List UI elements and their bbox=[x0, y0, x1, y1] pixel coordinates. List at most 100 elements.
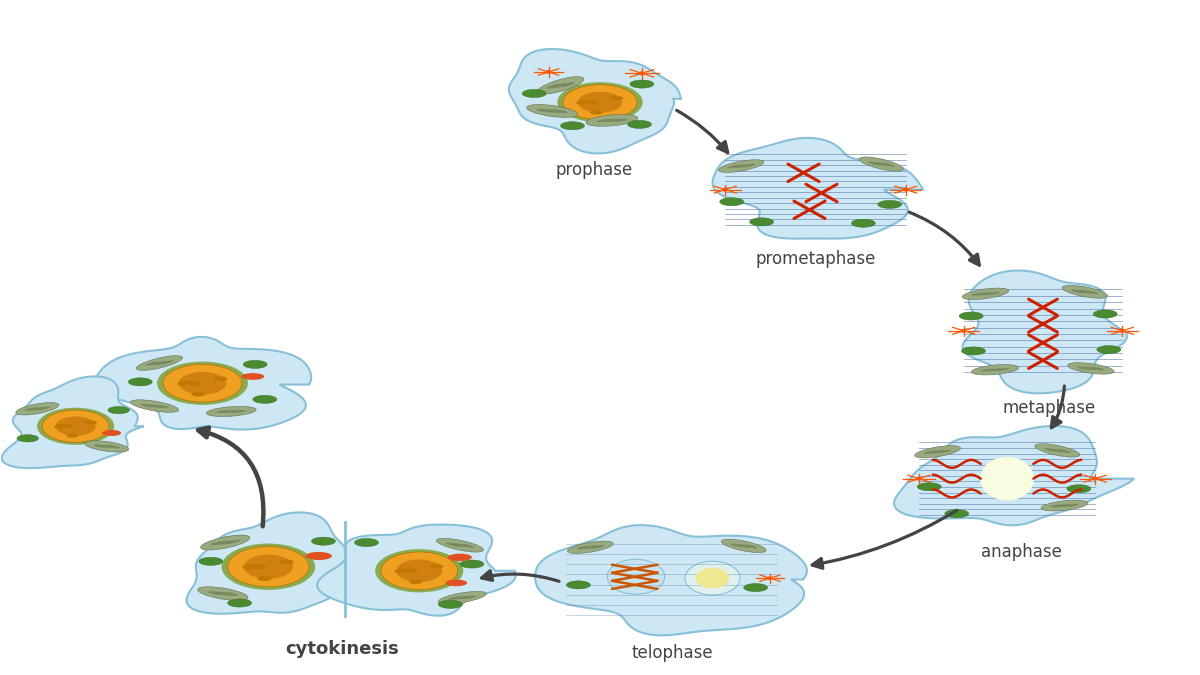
Ellipse shape bbox=[1050, 504, 1064, 508]
Ellipse shape bbox=[54, 424, 66, 429]
Polygon shape bbox=[894, 426, 1134, 525]
Ellipse shape bbox=[160, 360, 173, 365]
Ellipse shape bbox=[1091, 367, 1105, 371]
Circle shape bbox=[1120, 329, 1124, 332]
Circle shape bbox=[546, 71, 551, 73]
Ellipse shape bbox=[1067, 485, 1091, 493]
Text: prophase: prophase bbox=[556, 161, 632, 179]
Ellipse shape bbox=[253, 396, 277, 404]
Ellipse shape bbox=[1051, 449, 1064, 452]
Ellipse shape bbox=[157, 362, 248, 405]
Ellipse shape bbox=[280, 560, 294, 564]
Ellipse shape bbox=[881, 163, 894, 167]
Circle shape bbox=[904, 188, 908, 191]
Ellipse shape bbox=[31, 407, 43, 410]
Ellipse shape bbox=[552, 109, 568, 113]
Ellipse shape bbox=[607, 560, 665, 594]
Ellipse shape bbox=[430, 564, 443, 568]
Ellipse shape bbox=[1044, 448, 1057, 452]
Ellipse shape bbox=[568, 541, 613, 554]
Ellipse shape bbox=[244, 555, 293, 579]
Ellipse shape bbox=[560, 122, 584, 130]
Ellipse shape bbox=[448, 597, 462, 600]
Ellipse shape bbox=[187, 381, 200, 385]
Text: prometaphase: prometaphase bbox=[755, 250, 876, 268]
Ellipse shape bbox=[1078, 290, 1092, 294]
Ellipse shape bbox=[980, 457, 1034, 501]
Ellipse shape bbox=[208, 591, 223, 595]
Ellipse shape bbox=[553, 83, 568, 88]
Ellipse shape bbox=[527, 105, 577, 117]
FancyArrowPatch shape bbox=[812, 510, 956, 568]
Ellipse shape bbox=[460, 560, 484, 568]
Ellipse shape bbox=[719, 160, 764, 173]
Ellipse shape bbox=[961, 347, 985, 355]
Ellipse shape bbox=[198, 587, 248, 601]
Ellipse shape bbox=[536, 109, 552, 112]
Ellipse shape bbox=[232, 410, 246, 412]
Ellipse shape bbox=[66, 433, 78, 437]
Ellipse shape bbox=[448, 554, 472, 561]
FancyArrowPatch shape bbox=[481, 570, 559, 581]
Ellipse shape bbox=[734, 164, 748, 168]
Ellipse shape bbox=[62, 424, 73, 429]
Ellipse shape bbox=[244, 360, 268, 369]
Ellipse shape bbox=[583, 545, 598, 549]
Ellipse shape bbox=[1042, 500, 1088, 511]
Ellipse shape bbox=[612, 119, 628, 122]
Ellipse shape bbox=[455, 596, 469, 599]
Ellipse shape bbox=[744, 583, 768, 591]
Ellipse shape bbox=[438, 600, 462, 608]
Ellipse shape bbox=[988, 369, 1002, 371]
Ellipse shape bbox=[937, 450, 952, 453]
Ellipse shape bbox=[376, 549, 463, 593]
Ellipse shape bbox=[55, 416, 96, 436]
Ellipse shape bbox=[102, 430, 121, 436]
Ellipse shape bbox=[108, 406, 130, 414]
Ellipse shape bbox=[306, 552, 332, 560]
Ellipse shape bbox=[604, 119, 619, 122]
Circle shape bbox=[917, 477, 922, 480]
Ellipse shape bbox=[216, 410, 232, 413]
Polygon shape bbox=[96, 337, 311, 429]
Ellipse shape bbox=[545, 109, 559, 113]
Ellipse shape bbox=[1062, 286, 1108, 298]
Ellipse shape bbox=[438, 591, 486, 604]
Text: telophase: telophase bbox=[631, 644, 713, 662]
Ellipse shape bbox=[630, 80, 654, 88]
Ellipse shape bbox=[522, 90, 546, 97]
Ellipse shape bbox=[859, 157, 904, 171]
Ellipse shape bbox=[727, 165, 742, 168]
Ellipse shape bbox=[1093, 310, 1117, 318]
Ellipse shape bbox=[869, 161, 882, 165]
Ellipse shape bbox=[228, 547, 310, 587]
Ellipse shape bbox=[978, 292, 992, 296]
Ellipse shape bbox=[611, 96, 623, 101]
Ellipse shape bbox=[744, 545, 757, 548]
Ellipse shape bbox=[1076, 367, 1091, 370]
Ellipse shape bbox=[409, 579, 422, 584]
Ellipse shape bbox=[37, 408, 114, 445]
Ellipse shape bbox=[1084, 367, 1098, 370]
Ellipse shape bbox=[924, 450, 937, 454]
Ellipse shape bbox=[445, 580, 467, 586]
Ellipse shape bbox=[460, 544, 474, 547]
Ellipse shape bbox=[931, 450, 944, 454]
Ellipse shape bbox=[210, 541, 226, 545]
Ellipse shape bbox=[557, 82, 643, 122]
Ellipse shape bbox=[586, 115, 638, 126]
Ellipse shape bbox=[214, 377, 227, 381]
Ellipse shape bbox=[241, 373, 264, 380]
Ellipse shape bbox=[107, 446, 120, 448]
Ellipse shape bbox=[731, 543, 744, 547]
Circle shape bbox=[640, 72, 644, 75]
FancyArrowPatch shape bbox=[198, 427, 264, 526]
Ellipse shape bbox=[985, 292, 1000, 295]
Ellipse shape bbox=[560, 82, 575, 87]
Ellipse shape bbox=[155, 405, 169, 408]
Polygon shape bbox=[1, 377, 144, 468]
Ellipse shape bbox=[395, 568, 408, 573]
Ellipse shape bbox=[257, 576, 271, 581]
Ellipse shape bbox=[972, 293, 985, 296]
Ellipse shape bbox=[192, 392, 205, 396]
